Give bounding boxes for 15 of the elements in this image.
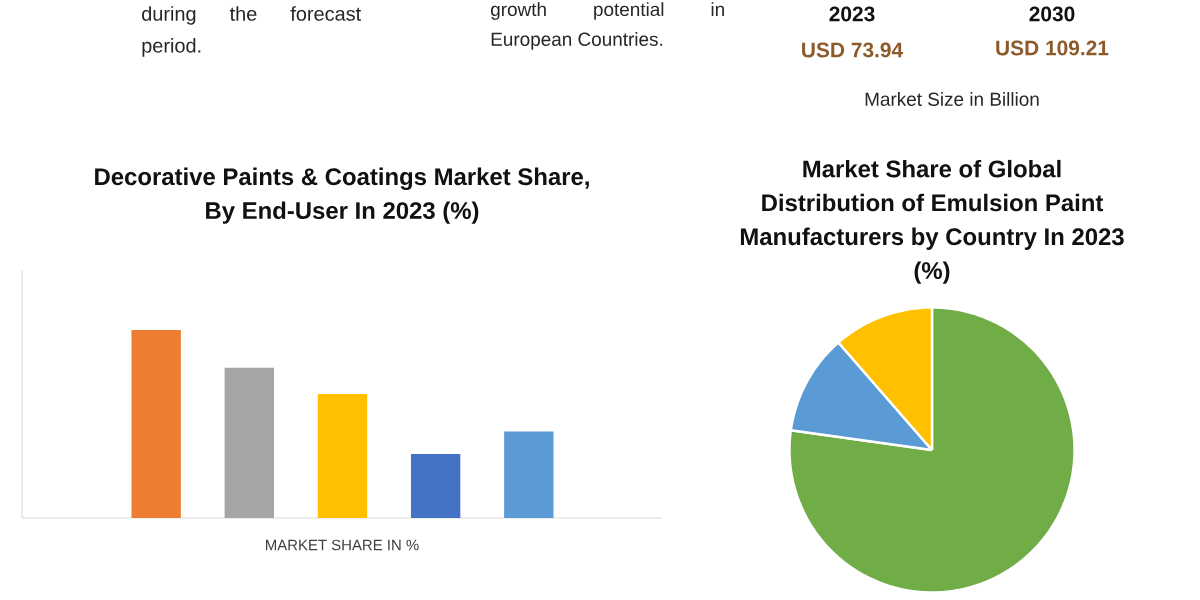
text: USD 109.21: [996, 40, 1109, 56]
bar: [224, 367, 274, 518]
text: 2023: [829, 6, 875, 22]
bar: [131, 330, 181, 518]
text: during the forecast period.: [142, 6, 362, 57]
chart-title: Decorative Paints & Coatings Market Share, By End-User In 2023 (%): [95, 167, 589, 224]
text: 2030: [1029, 6, 1075, 22]
bar: [317, 393, 368, 518]
bar: [410, 454, 461, 518]
text: USD 73.94: [802, 42, 904, 58]
text: Market Size in Billion: [865, 92, 1039, 106]
x-axis-title: MARKET SHARE IN %: [266, 539, 419, 551]
bar: [504, 431, 554, 518]
text: growth potential in European Countries.: [491, 2, 724, 50]
chart-title: Market Share of Global Distribution of Emulsion Paint Manufacturers by Country In 2023 (%): [740, 159, 1124, 284]
